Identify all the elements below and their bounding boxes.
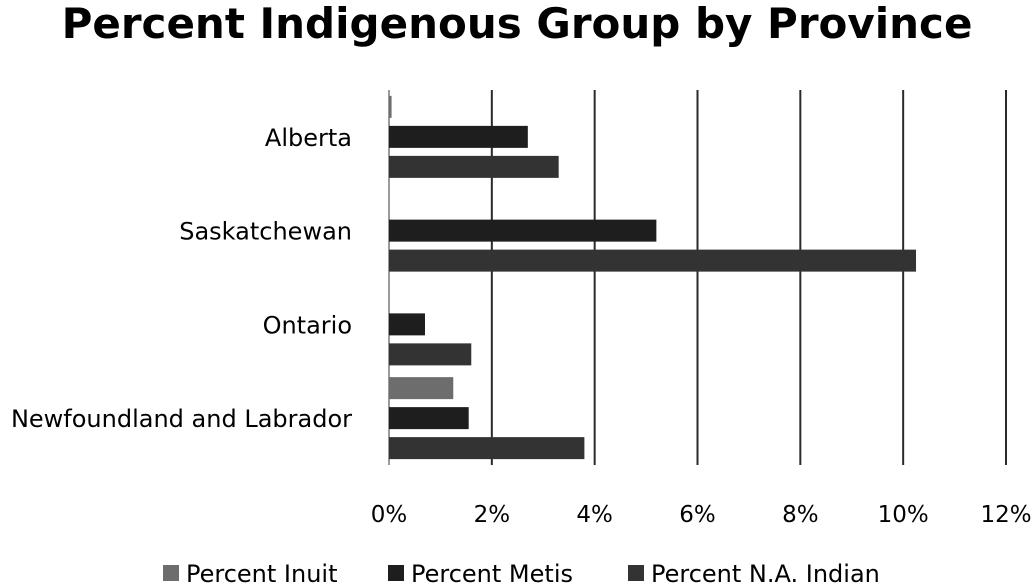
bar-0-2 (389, 155, 559, 178)
legend-swatch-0 (163, 565, 179, 581)
category-label-0: Alberta (265, 124, 352, 152)
legend-label-1: Percent Metis (411, 560, 573, 584)
category-label-1: Saskatchewan (179, 218, 352, 246)
x-tick-labels: 0% 2% 4% 6% 8% 10% 12% (371, 502, 1032, 528)
bar-3-0 (389, 377, 454, 400)
bars (389, 95, 917, 460)
x-tick-label-5: 10% (878, 502, 929, 528)
legend-label-2: Percent N.A. Indian (651, 560, 880, 584)
bar-1-1 (389, 219, 657, 242)
x-tick-label-4: 8% (782, 502, 819, 528)
bar-1-2 (389, 249, 917, 272)
x-tick-label-0: 0% (371, 502, 408, 528)
bar-0-1 (389, 125, 528, 148)
x-tick-label-3: 6% (679, 502, 716, 528)
legend-swatch-1 (388, 565, 404, 581)
legend: Percent Inuit Percent Metis Percent N.A. I… (163, 560, 880, 584)
legend-swatch-2 (628, 565, 644, 581)
category-labels: Alberta Saskatchewan Ontario Newfoundland a… (11, 124, 352, 433)
x-tick-label-1: 2% (474, 502, 511, 528)
bar-3-2 (389, 437, 585, 460)
bar-0-0 (389, 95, 392, 118)
legend-label-0: Percent Inuit (186, 560, 338, 584)
bar-2-2 (389, 343, 472, 366)
gridlines (388, 90, 1007, 465)
category-label-2: Ontario (263, 311, 352, 339)
x-tick-label-6: 12% (980, 502, 1031, 528)
x-tick-label-2: 4% (576, 502, 613, 528)
bar-3-1 (389, 407, 469, 430)
category-label-3: Newfoundland and Labrador (11, 405, 352, 433)
chart-title: Percent Indigenous Group by Province (62, 0, 973, 48)
bar-2-1 (389, 313, 425, 336)
